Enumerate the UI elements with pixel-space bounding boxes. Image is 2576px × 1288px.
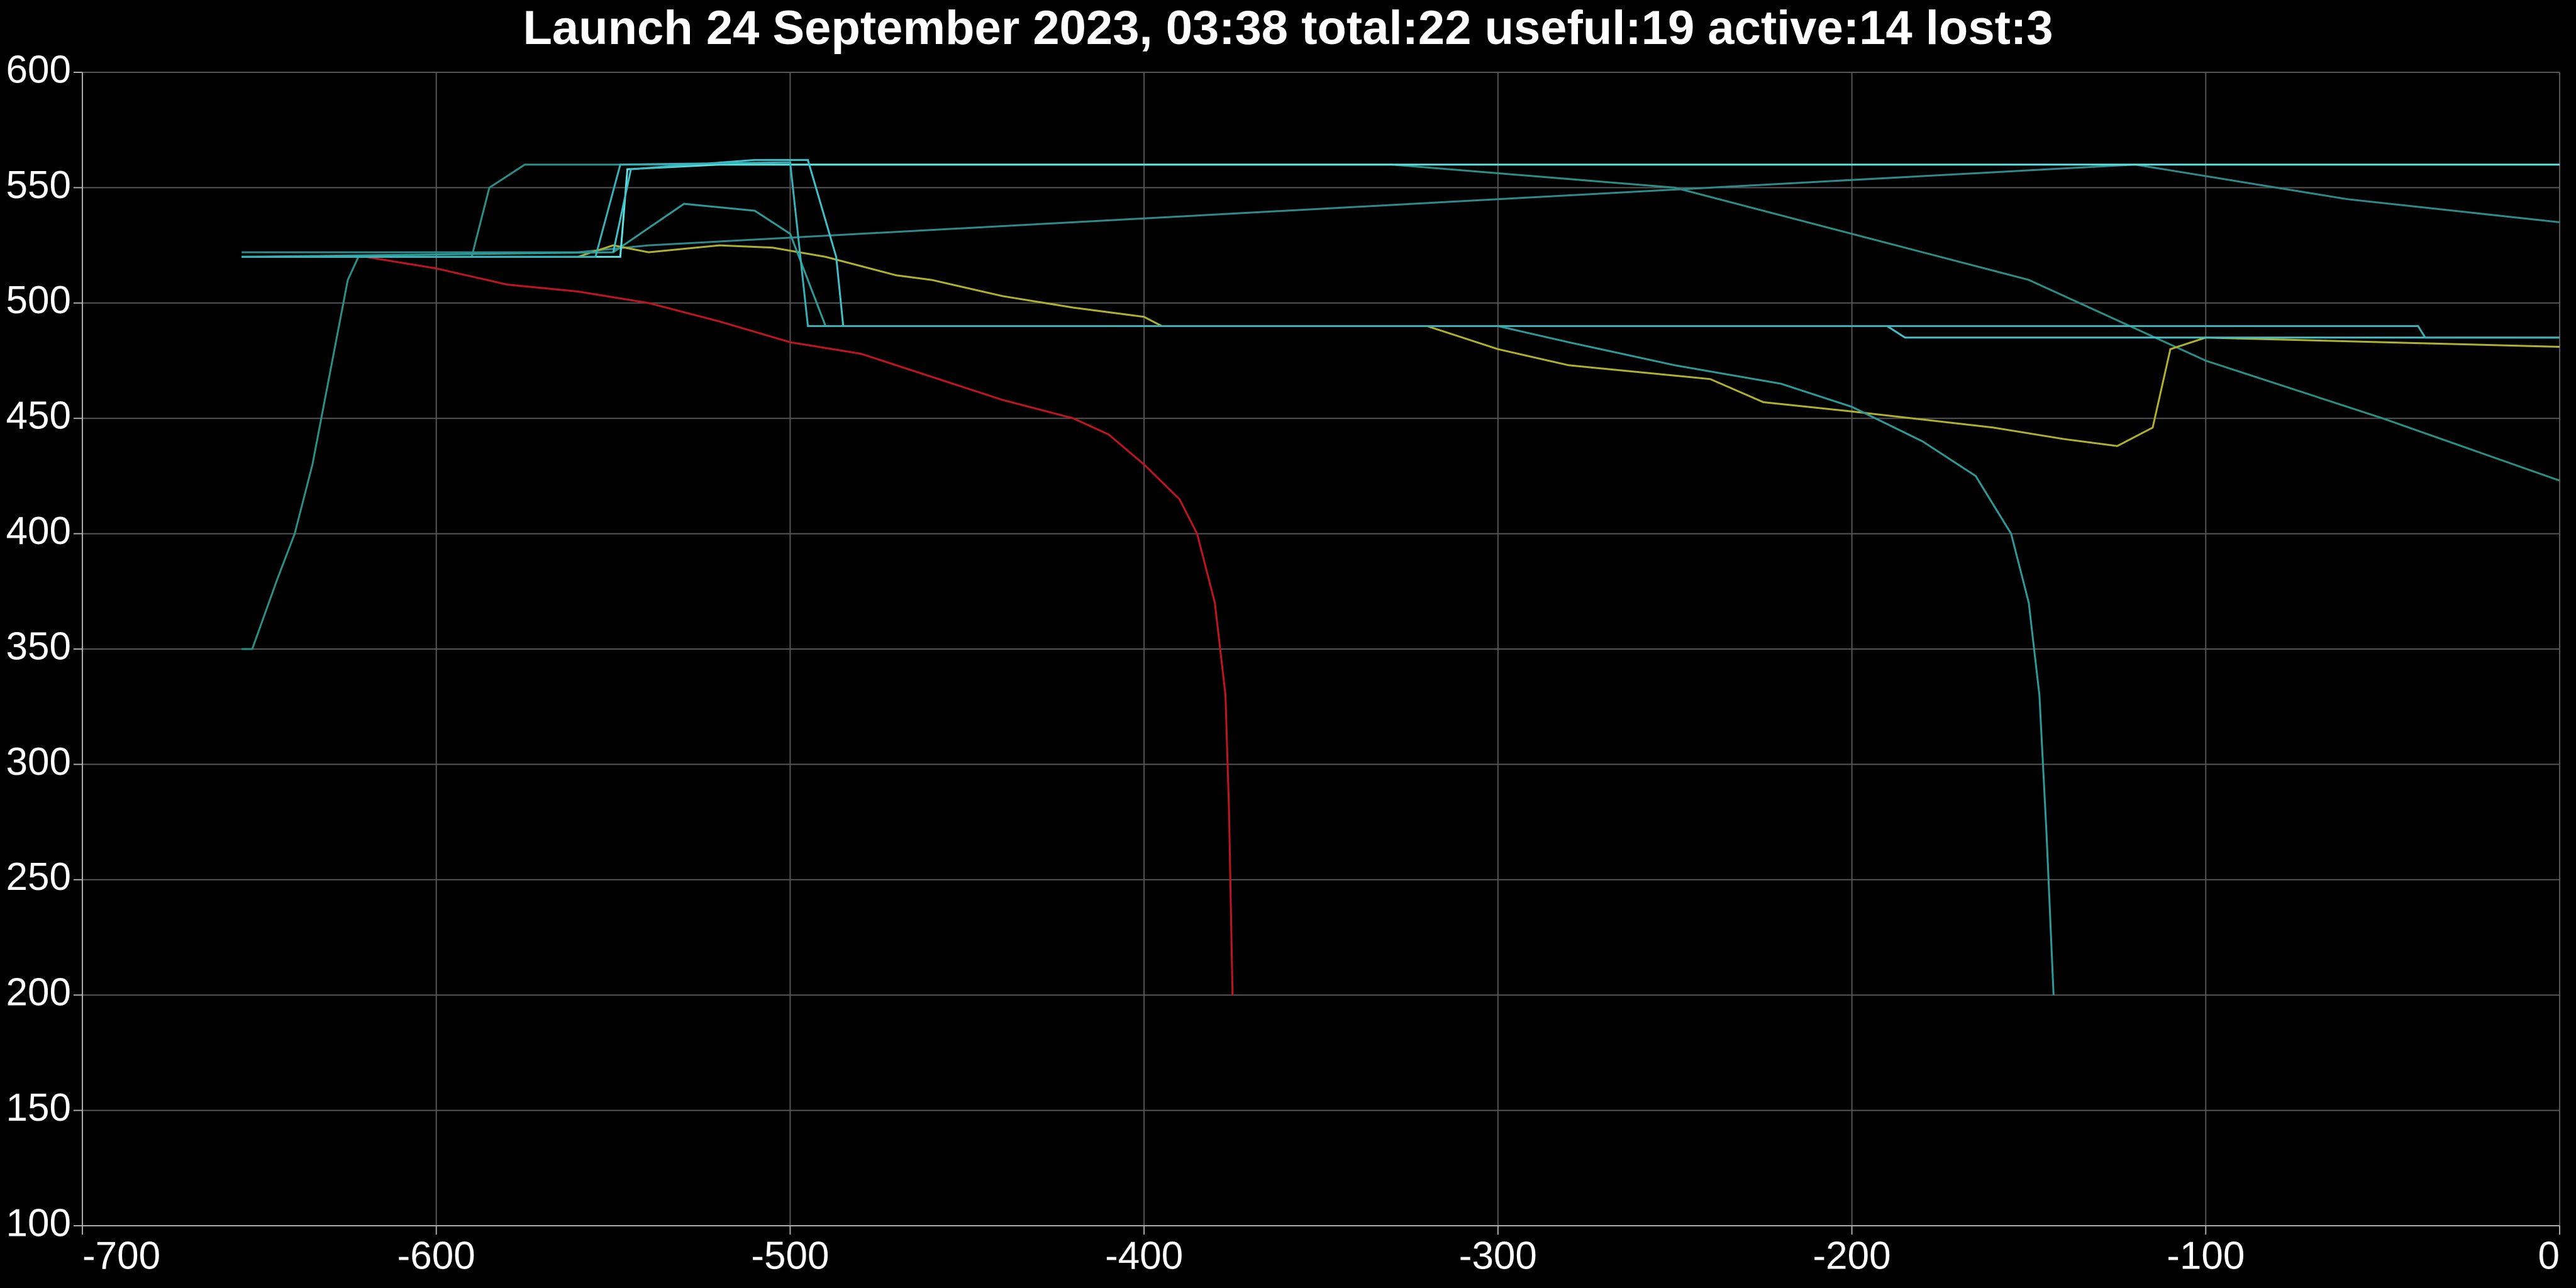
series-line	[242, 203, 2055, 996]
series-line	[242, 164, 2560, 650]
y-tick-label: 200	[6, 971, 71, 1014]
series-line	[365, 255, 1234, 996]
x-tick-label: -500	[751, 1234, 829, 1277]
y-tick-label: 500	[6, 279, 71, 322]
y-tick-label: 600	[6, 48, 71, 91]
y-tick-label: 100	[6, 1201, 71, 1245]
x-tick-label: -600	[397, 1234, 475, 1277]
x-tick-label: -700	[82, 1234, 160, 1277]
y-tick-label: 150	[6, 1086, 71, 1130]
y-tick-label: 550	[6, 164, 71, 207]
x-tick-label: 0	[2538, 1234, 2560, 1277]
x-tick-label: -300	[1459, 1234, 1537, 1277]
y-tick-label: 350	[6, 625, 71, 668]
chart-title: Launch 24 September 2023, 03:38 total:22…	[523, 1, 2053, 55]
x-tick-label: -200	[1813, 1234, 1891, 1277]
x-tick-label: -400	[1105, 1234, 1183, 1277]
y-tick-label: 400	[6, 509, 71, 553]
series-line	[242, 161, 2560, 339]
x-tick-label: -100	[2167, 1234, 2245, 1277]
y-tick-label: 450	[6, 394, 71, 438]
y-tick-label: 250	[6, 855, 71, 899]
series-line	[242, 164, 2560, 253]
y-tick-label: 300	[6, 740, 71, 784]
series-line	[612, 158, 2560, 339]
